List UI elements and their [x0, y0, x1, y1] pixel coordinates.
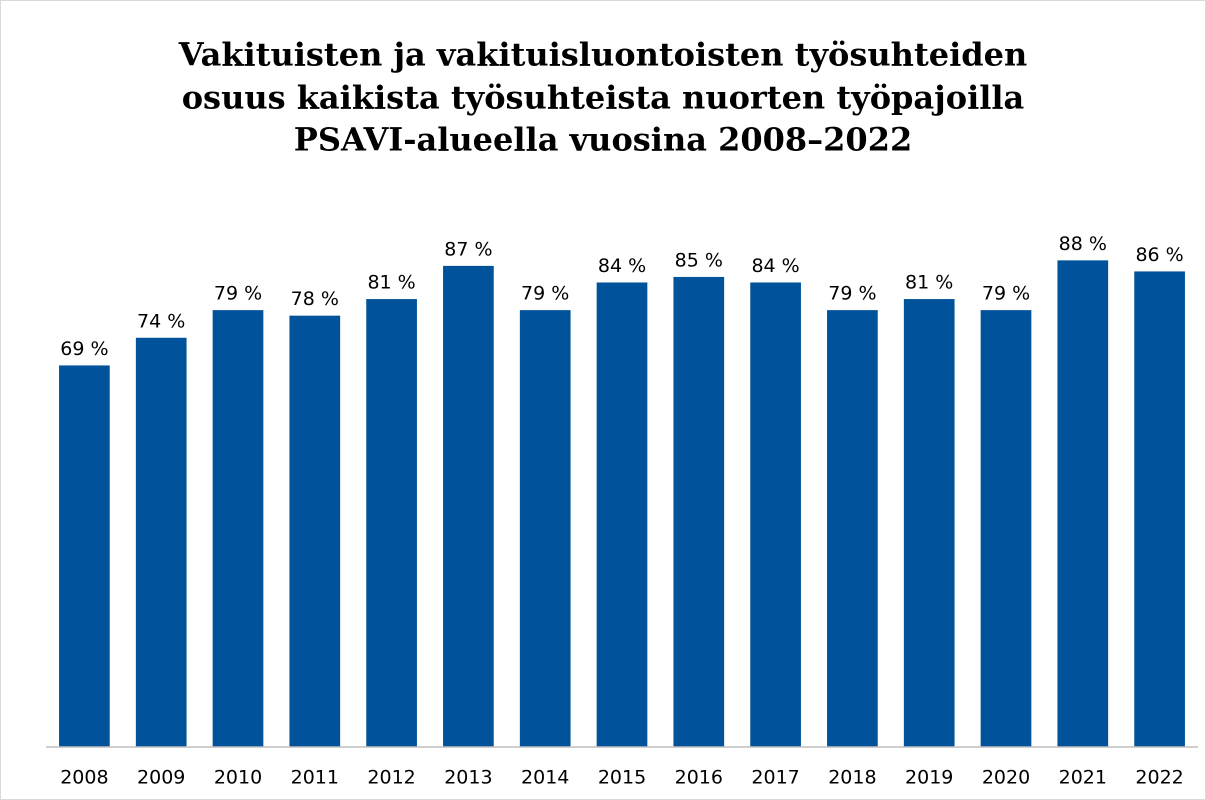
bar [1057, 260, 1109, 747]
bar [135, 337, 187, 747]
data-label: 69 % [60, 338, 108, 360]
bar [903, 299, 955, 747]
data-label: 88 % [1059, 233, 1107, 255]
x-tick-label: 2010 [214, 767, 262, 789]
data-label: 79 % [521, 283, 569, 305]
bar [1134, 271, 1185, 747]
data-label: 84 % [751, 255, 799, 277]
bar [673, 276, 725, 747]
data-label: 85 % [675, 249, 723, 271]
bar [750, 282, 801, 747]
data-label: 79 % [214, 283, 262, 305]
bar [519, 310, 571, 747]
x-tick-label: 2014 [521, 767, 569, 789]
x-tick-label: 2022 [1135, 767, 1183, 789]
x-tick-label: 2021 [1059, 767, 1107, 789]
bar [596, 282, 648, 747]
x-tick-label: 2015 [598, 767, 646, 789]
x-tick-label: 2017 [751, 767, 799, 789]
chart-title: Vakituisten ja vakituisluontoisten työsu… [178, 36, 1027, 74]
data-label: 81 % [905, 272, 953, 294]
data-label: 79 % [828, 283, 876, 305]
x-tick-label: 2013 [444, 767, 492, 789]
x-tick-label: 2020 [982, 767, 1030, 789]
bar [366, 299, 417, 747]
chart-title: PSAVI-alueella vuosina 2008–2022 [294, 121, 912, 159]
data-label: 81 % [367, 272, 415, 294]
bar [212, 310, 264, 747]
x-tick-label: 2009 [137, 767, 185, 789]
data-label: 74 % [137, 310, 185, 332]
data-label: 79 % [982, 283, 1030, 305]
data-label: 78 % [291, 288, 339, 310]
x-tick-label: 2008 [60, 767, 108, 789]
x-tick-label: 2011 [291, 767, 339, 789]
bar [827, 310, 878, 747]
x-tick-label: 2012 [367, 767, 415, 789]
bar [980, 310, 1032, 747]
data-label: 84 % [598, 255, 646, 277]
x-tick-label: 2019 [905, 767, 953, 789]
bar [443, 265, 494, 747]
data-label: 87 % [444, 238, 492, 260]
bar [59, 365, 110, 747]
x-tick-label: 2016 [675, 767, 723, 789]
chart-title: osuus kaikista työsuhteista nuorten työp… [182, 79, 1025, 117]
x-tick-label: 2018 [828, 767, 876, 789]
bar [289, 315, 341, 747]
data-label: 86 % [1135, 244, 1183, 266]
